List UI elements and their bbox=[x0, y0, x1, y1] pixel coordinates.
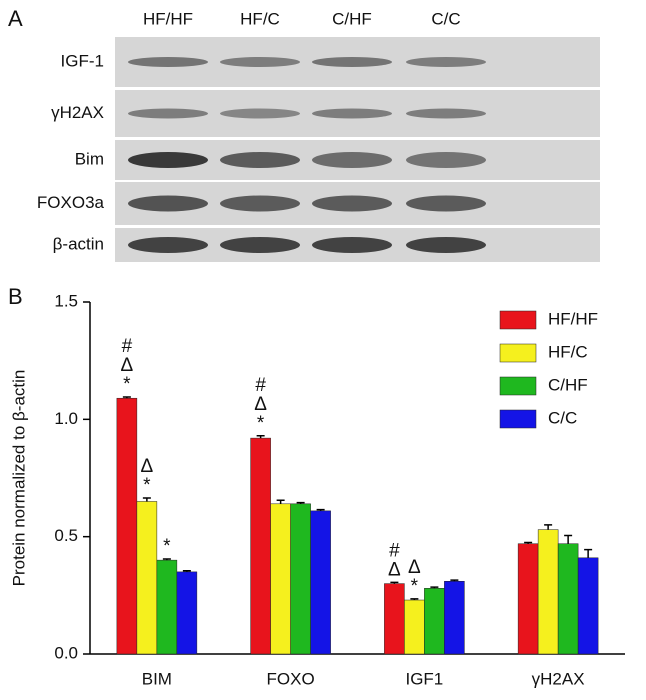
significance-mark: Δ bbox=[141, 456, 154, 477]
y-tick-label: 0.5 bbox=[54, 526, 78, 545]
blot-band bbox=[406, 237, 486, 253]
legend-swatch bbox=[499, 343, 537, 363]
significance-mark: Δ bbox=[408, 557, 421, 578]
blot-band bbox=[406, 195, 486, 212]
blot-band bbox=[128, 195, 208, 212]
bar bbox=[116, 397, 138, 655]
blot-band bbox=[406, 108, 486, 119]
bar bbox=[250, 437, 271, 655]
significance-mark: * bbox=[163, 536, 171, 557]
error-bar bbox=[296, 501, 305, 504]
error-bar bbox=[524, 541, 533, 544]
bar bbox=[444, 581, 465, 655]
row-label: γH2AX bbox=[51, 103, 104, 122]
error-bar bbox=[142, 497, 151, 502]
bar bbox=[384, 583, 405, 655]
blot-band bbox=[128, 237, 208, 253]
blot-band bbox=[128, 108, 208, 119]
bar bbox=[537, 529, 559, 655]
bar bbox=[136, 501, 158, 655]
error-bar bbox=[182, 569, 191, 572]
error-bar bbox=[122, 396, 131, 399]
error-bar bbox=[410, 598, 419, 601]
bar bbox=[156, 559, 178, 655]
bar bbox=[424, 588, 445, 655]
row-label: Bim bbox=[75, 149, 104, 168]
significance-mark: * bbox=[257, 413, 265, 434]
bar bbox=[176, 571, 198, 655]
significance-mark: # bbox=[122, 336, 133, 357]
panel-label: A bbox=[8, 6, 23, 31]
blot-band bbox=[406, 57, 486, 67]
error-bar bbox=[390, 581, 399, 584]
blot-band bbox=[220, 152, 300, 168]
legend-label: HF/C bbox=[548, 342, 588, 361]
legend-label: C/C bbox=[548, 408, 577, 427]
legend-swatch bbox=[499, 376, 537, 396]
blot-band bbox=[312, 237, 392, 253]
y-axis-label: Protein normalized to β-actin bbox=[9, 370, 28, 587]
lane-label: C/HF bbox=[332, 9, 372, 28]
blot-band bbox=[220, 195, 300, 212]
blot-band bbox=[312, 57, 392, 67]
blot-band bbox=[220, 57, 300, 67]
row-label: FOXO3a bbox=[37, 193, 105, 212]
blot-band bbox=[312, 195, 392, 212]
significance-mark: # bbox=[255, 375, 266, 396]
blot-band bbox=[312, 152, 392, 168]
y-tick-label: 1.0 bbox=[54, 409, 78, 428]
significance-mark: * bbox=[411, 576, 419, 597]
error-bar bbox=[564, 534, 573, 544]
lane-label: HF/HF bbox=[143, 9, 193, 28]
bar bbox=[270, 503, 291, 655]
error-bar bbox=[430, 586, 439, 589]
bar bbox=[290, 503, 311, 655]
error-bar bbox=[584, 548, 593, 558]
error-bar bbox=[162, 558, 171, 561]
row-label: β-actin bbox=[53, 234, 104, 253]
legend-label: HF/HF bbox=[548, 309, 598, 328]
bar bbox=[310, 510, 331, 655]
bar bbox=[517, 543, 539, 655]
error-bar bbox=[544, 524, 553, 530]
error-bar bbox=[450, 579, 459, 582]
bar bbox=[557, 543, 579, 655]
lane-label: C/C bbox=[431, 9, 460, 28]
blot-band bbox=[406, 152, 486, 168]
significance-mark: * bbox=[143, 475, 151, 496]
error-bar bbox=[276, 499, 285, 504]
row-label: IGF-1 bbox=[61, 51, 104, 70]
blot-band bbox=[128, 57, 208, 67]
panel-label: B bbox=[8, 284, 23, 309]
significance-mark: Δ bbox=[388, 559, 401, 580]
significance-mark: # bbox=[389, 540, 400, 561]
x-tick-label: γH2AX bbox=[532, 669, 585, 688]
lane-label: HF/C bbox=[240, 9, 280, 28]
significance-mark: Δ bbox=[121, 355, 134, 376]
y-tick-label: 1.5 bbox=[54, 291, 78, 310]
legend-label: C/HF bbox=[548, 375, 588, 394]
blot-band bbox=[128, 152, 208, 168]
x-tick-label: FOXO bbox=[267, 669, 315, 688]
error-bar bbox=[256, 435, 265, 439]
blot-band bbox=[220, 108, 300, 119]
significance-mark: * bbox=[123, 374, 131, 395]
significance-mark: Δ bbox=[254, 394, 267, 415]
x-tick-label: BIM bbox=[142, 669, 172, 688]
y-tick-label: 0.0 bbox=[54, 643, 78, 662]
bar bbox=[577, 557, 599, 655]
error-bar bbox=[316, 508, 325, 511]
blot-band bbox=[312, 108, 392, 119]
legend-swatch bbox=[499, 409, 537, 429]
legend-swatch bbox=[499, 310, 537, 330]
bar bbox=[404, 599, 425, 655]
blot-band bbox=[220, 237, 300, 253]
x-tick-label: IGF1 bbox=[405, 669, 443, 688]
